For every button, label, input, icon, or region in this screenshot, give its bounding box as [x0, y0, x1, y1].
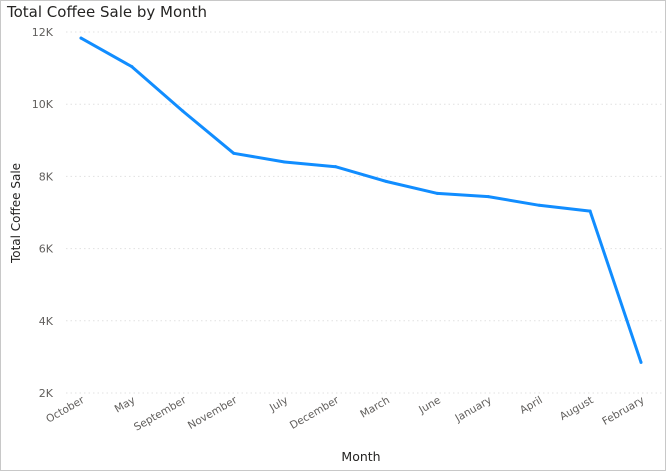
x-tick-label-july: July — [267, 394, 290, 414]
data-point-july — [283, 160, 287, 164]
series-total-coffee-sale — [79, 36, 643, 364]
data-point-october — [79, 36, 83, 40]
data-point-january — [486, 195, 490, 199]
data-point-december — [334, 165, 338, 169]
data-point-april — [537, 203, 541, 207]
chart-title: Total Coffee Sale by Month — [7, 3, 208, 21]
data-point-september — [181, 109, 185, 113]
y-axis-ticks: 2K 4K 6K 8K 10K 12K — [32, 26, 54, 400]
data-point-may — [130, 65, 134, 69]
series-line — [79, 36, 643, 364]
x-tick-label-march: March — [358, 394, 392, 420]
y-tick-label-10K: 10K — [32, 98, 54, 111]
x-tick-label-january: January — [452, 394, 493, 425]
data-point-march — [384, 179, 388, 183]
data-point-february — [639, 360, 643, 364]
x-tick-label-november: November — [186, 394, 240, 432]
data-point-november — [232, 151, 236, 155]
x-tick-label-december: December — [288, 394, 342, 432]
x-axis-label: Month — [341, 449, 381, 464]
y-tick-label-2K: 2K — [39, 387, 54, 400]
y-tick-label-12K: 12K — [32, 26, 54, 39]
y-tick-label-8K: 8K — [39, 170, 54, 183]
x-tick-label-may: May — [113, 394, 138, 415]
x-tick-label-june: June — [416, 394, 443, 416]
y-tick-label-4K: 4K — [39, 315, 54, 328]
data-point-august — [588, 209, 592, 213]
data-point-june — [435, 191, 439, 195]
y-tick-label-6K: 6K — [39, 243, 54, 256]
x-tick-label-august: August — [558, 394, 596, 423]
x-tick-label-september: September — [132, 394, 189, 434]
x-tick-label-april: April — [518, 394, 545, 416]
x-tick-label-february: February — [600, 394, 646, 428]
